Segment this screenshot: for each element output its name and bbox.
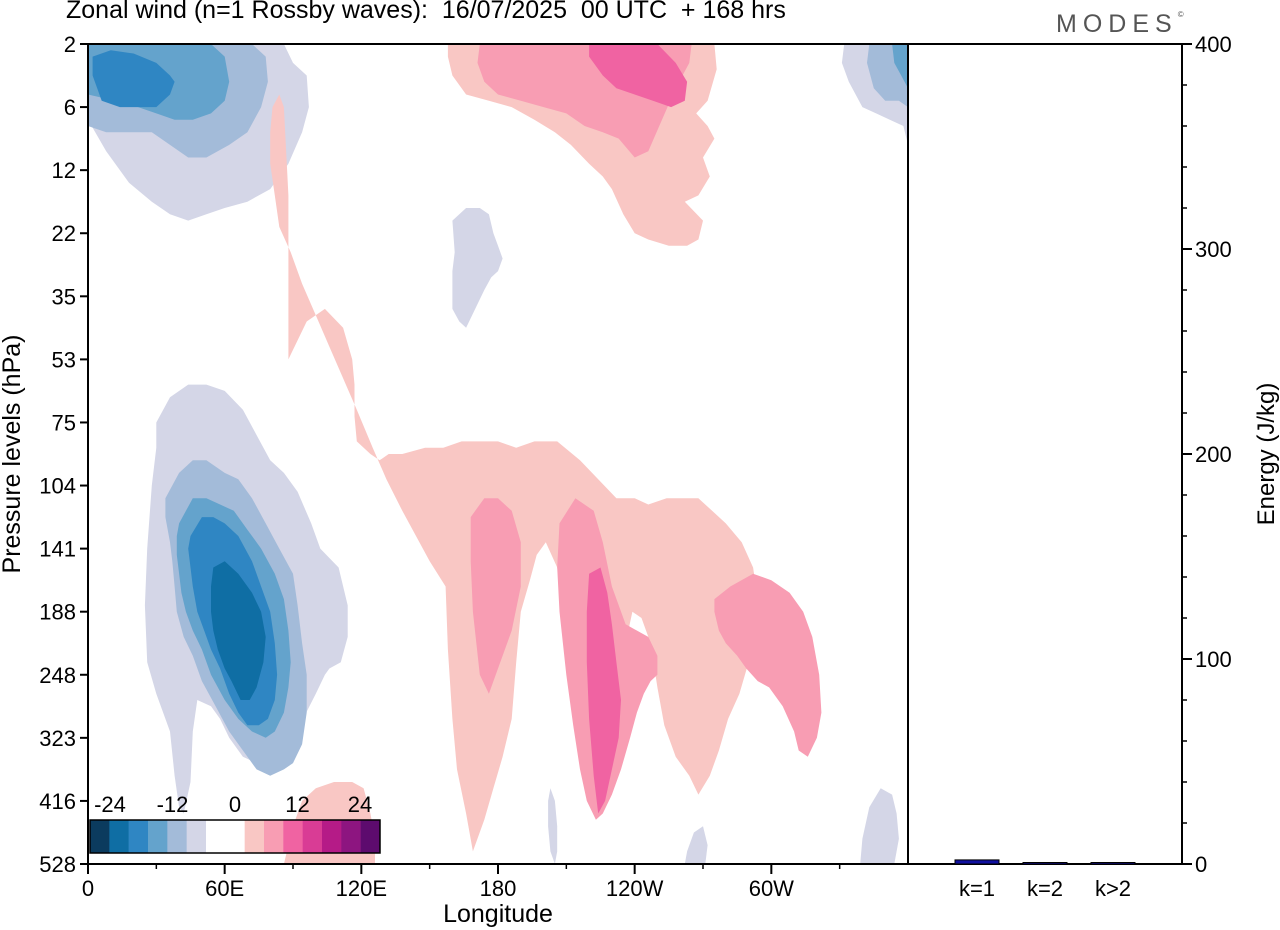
y-tick-label: 416 xyxy=(39,789,76,814)
y-tick-label: 188 xyxy=(39,600,76,625)
colorbar-swatch xyxy=(225,820,245,853)
chart-title: Zonal wind (n=1 Rossby waves): 16/07/202… xyxy=(66,0,786,24)
contour-region-23 xyxy=(860,788,899,864)
contour-region-19 xyxy=(211,561,266,700)
y-tick-label: 528 xyxy=(39,852,76,877)
colorbar-swatch xyxy=(109,820,129,853)
colorbar-swatch xyxy=(302,820,323,853)
x-tick-label: 0 xyxy=(82,876,94,901)
y-axis-label: Pressure levels (hPa) xyxy=(0,335,26,574)
y-tick-label: 22 xyxy=(52,221,76,246)
energy-tick-label: 300 xyxy=(1195,237,1232,262)
x-tick-label: 60E xyxy=(205,876,244,901)
colorbar-swatch xyxy=(148,820,168,853)
energy-bar xyxy=(1090,862,1136,865)
contour-region-13 xyxy=(586,567,621,814)
pressure-axis: 2 6 12 22 35 53 75 104 141 188 248 323 416 528 xyxy=(39,32,88,877)
y-tick-label: 75 xyxy=(52,410,76,435)
x-tick-label: 120E xyxy=(336,876,387,901)
colorbar-swatch xyxy=(283,820,303,853)
y-tick-label: 53 xyxy=(52,347,76,372)
contour-region-14 xyxy=(714,573,822,757)
contour-region-21 xyxy=(548,788,558,864)
colorbar-label: 0 xyxy=(229,792,241,817)
x-tick-label: 120W xyxy=(606,876,664,901)
y-tick-label: 141 xyxy=(39,537,76,562)
colorbar-label: 24 xyxy=(348,792,372,817)
brand-mark: © xyxy=(1177,10,1184,19)
y-tick-label: 6 xyxy=(64,95,76,120)
energy-axis-label: Energy (J/kg) xyxy=(1253,383,1280,526)
x-tick-label: 60W xyxy=(749,876,794,901)
y-tick-label: 35 xyxy=(52,284,76,309)
colorbar-swatch xyxy=(322,820,342,853)
colorbar-swatch xyxy=(90,820,110,853)
energy-tick-label: 100 xyxy=(1195,647,1232,672)
contour-region-3 xyxy=(92,50,175,108)
y-tick-label: 104 xyxy=(39,474,76,499)
energy-bar xyxy=(1022,862,1068,865)
colorbar-swatch xyxy=(244,820,265,853)
contour-region-20 xyxy=(452,208,503,328)
colorbar-label: -12 xyxy=(157,792,189,817)
colorbar-frame xyxy=(89,819,381,854)
energy-bar-label: k=1 xyxy=(959,876,995,901)
brand-name: MODES xyxy=(1056,10,1178,38)
contour-region-22 xyxy=(684,826,708,864)
brand-logo: MODES© xyxy=(1056,10,1184,39)
y-tick-label: 248 xyxy=(39,663,76,688)
colorbar-swatch xyxy=(186,820,207,853)
y-tick-label: 2 xyxy=(64,32,76,57)
colorbar-label: 12 xyxy=(285,792,309,817)
colorbar-swatch xyxy=(167,820,187,853)
y-tick-label: 12 xyxy=(52,158,76,183)
colorbar-swatch xyxy=(128,820,149,853)
energy-tick-label: 400 xyxy=(1195,32,1232,57)
colorbar-swatch xyxy=(264,820,284,853)
x-tick-label: 180 xyxy=(480,876,517,901)
energy-bar-label: k=2 xyxy=(1027,876,1063,901)
x-axis-label: Longitude xyxy=(443,900,553,928)
colorbar-legend: -24 -12 0 12 24 xyxy=(89,792,381,854)
longitude-axis: 0 60E 120E 180 120W 60W xyxy=(82,864,841,901)
colorbar-swatch xyxy=(206,820,226,853)
colorbar-label: -24 xyxy=(94,792,126,817)
contour-region-10 xyxy=(270,94,758,852)
contour-region-11 xyxy=(470,498,521,694)
energy-tick-label: 0 xyxy=(1195,852,1207,877)
energy-bar-label: k>2 xyxy=(1095,876,1131,901)
energy-axis: 0 100 200 300 400 xyxy=(1182,32,1232,877)
contour-region-6 xyxy=(892,44,908,89)
energy-tick-label: 200 xyxy=(1195,442,1232,467)
contour-region-9 xyxy=(589,44,688,108)
contour-regions xyxy=(88,44,908,864)
energy-bars: k=1 k=2 k>2 xyxy=(908,43,1183,901)
colorbar-swatch xyxy=(341,820,361,853)
colorbar-swatch xyxy=(360,820,381,853)
energy-bar xyxy=(954,859,1000,865)
y-tick-label: 323 xyxy=(39,726,76,751)
